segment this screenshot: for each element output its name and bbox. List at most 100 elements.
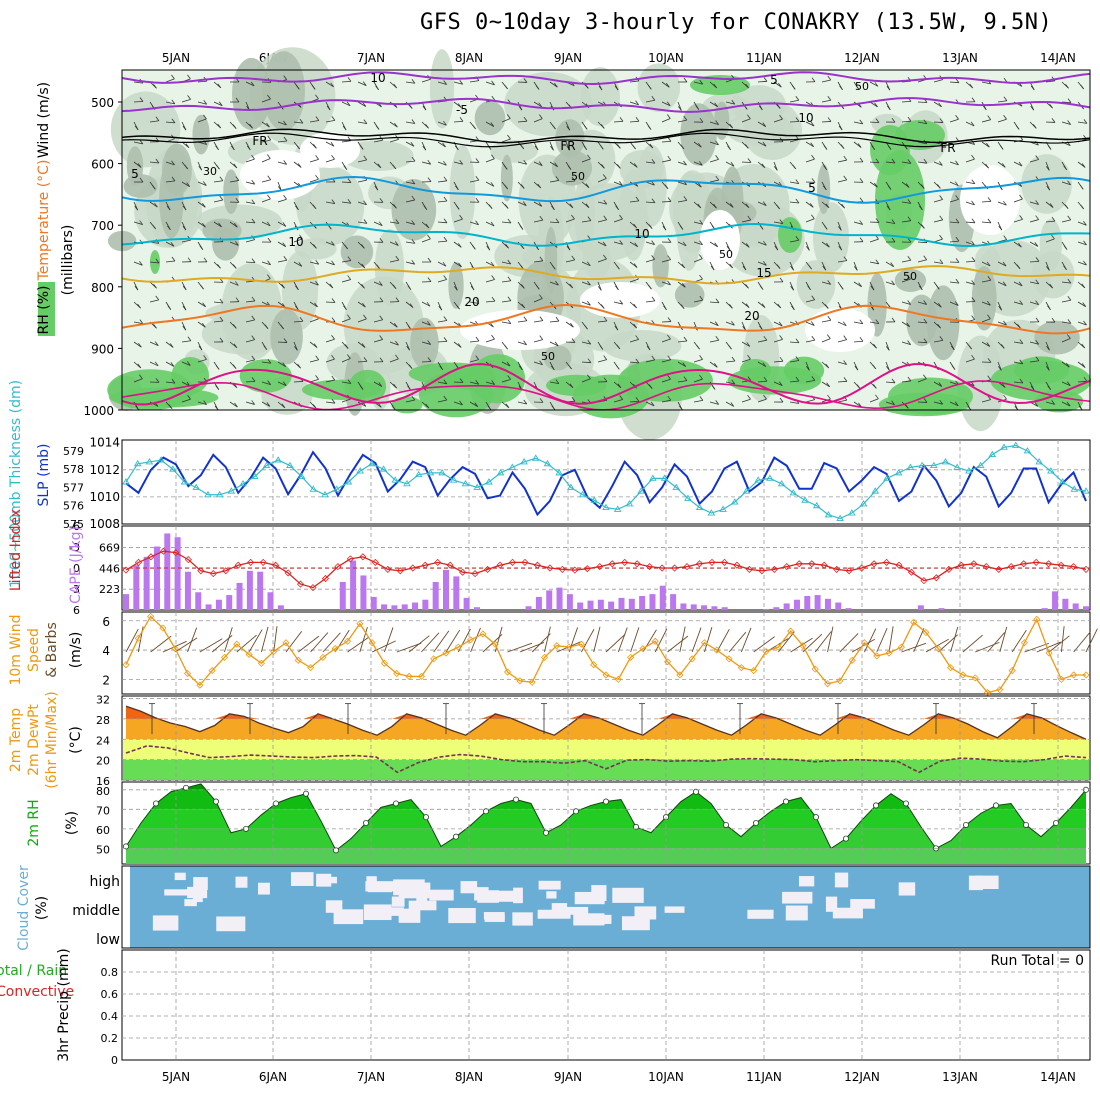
wind-barb bbox=[806, 366, 810, 371]
wind-barb bbox=[757, 121, 766, 127]
slp-tick-label: 1012 bbox=[89, 463, 120, 477]
precip-label-3: 3hr Precip (mm) bbox=[56, 948, 72, 1061]
wind-barb bbox=[165, 180, 175, 183]
wind-barb bbox=[837, 339, 847, 343]
li-axis-label: Lifted Index bbox=[8, 509, 24, 591]
wind-barb bbox=[554, 341, 559, 347]
wind-barb bbox=[341, 358, 351, 363]
wind-barb bbox=[171, 99, 176, 105]
rh2m-marker bbox=[422, 814, 429, 821]
wind-barb bbox=[197, 301, 206, 308]
wind-barb bbox=[507, 276, 512, 281]
wind-barb bbox=[315, 259, 320, 265]
wind-barb bbox=[331, 354, 335, 360]
wind-speed-marker bbox=[676, 671, 684, 679]
wind-barb bbox=[411, 195, 416, 201]
li-marker bbox=[533, 561, 541, 569]
li-marker bbox=[172, 549, 180, 557]
wind-barb bbox=[501, 221, 511, 224]
wind-barb bbox=[757, 201, 767, 206]
wind-barb bbox=[266, 402, 271, 407]
wind-barb bbox=[261, 261, 271, 266]
wind-barb bbox=[251, 335, 255, 340]
thickness-marker bbox=[485, 478, 493, 485]
cape-bar bbox=[443, 569, 449, 610]
wind-barb bbox=[171, 74, 175, 80]
wind-barb bbox=[885, 281, 895, 286]
wind-barb bbox=[182, 125, 187, 131]
cape-bar bbox=[267, 592, 274, 610]
wind-barb bbox=[1063, 265, 1067, 271]
thickness-marker bbox=[321, 490, 329, 498]
wind-speed-marker bbox=[959, 671, 967, 679]
rh-shade-dark bbox=[340, 235, 374, 269]
wind-barb bbox=[313, 244, 317, 249]
wind-barb bbox=[203, 100, 208, 105]
wind-barb bbox=[341, 140, 351, 143]
wind-barb bbox=[437, 240, 447, 243]
wind-barb bbox=[341, 260, 351, 263]
thickness-marker bbox=[239, 479, 247, 487]
rh2m-marker bbox=[873, 802, 880, 809]
wind-barb bbox=[137, 363, 142, 369]
wind-barb bbox=[171, 118, 176, 124]
wind-barb bbox=[1013, 161, 1023, 167]
rh-axis-label: RH (%) bbox=[36, 286, 52, 335]
cape-bar bbox=[649, 594, 656, 610]
wind-barb bbox=[277, 221, 287, 227]
wind-speed-marker bbox=[405, 672, 413, 680]
wind-barb bbox=[423, 205, 428, 210]
thickness-marker bbox=[145, 458, 154, 465]
wind-barb-10m bbox=[704, 626, 713, 653]
wind-barb bbox=[458, 262, 462, 268]
wind-barb bbox=[667, 280, 671, 286]
wind-barb bbox=[299, 317, 304, 322]
rh2m-tick-label: 80 bbox=[96, 785, 110, 798]
rh-moist bbox=[239, 359, 292, 393]
wind-barb-10m bbox=[740, 627, 752, 653]
wind-barb bbox=[411, 395, 416, 401]
wind-barb bbox=[315, 155, 319, 160]
precip-tick-label: 0.6 bbox=[101, 988, 119, 1001]
wind-barb bbox=[901, 341, 911, 346]
wind-barb bbox=[379, 198, 384, 203]
wind-barb bbox=[747, 394, 751, 400]
li-marker bbox=[932, 574, 940, 582]
wind-barb-10m bbox=[913, 627, 925, 653]
wind-barb bbox=[245, 239, 255, 243]
wind-barb bbox=[569, 383, 574, 388]
wind-barb bbox=[1066, 401, 1071, 407]
wind-barb bbox=[859, 336, 864, 342]
wind-barb bbox=[629, 200, 639, 203]
thickness-marker bbox=[520, 458, 528, 465]
wind-barb bbox=[379, 297, 384, 302]
wind-barb bbox=[437, 399, 447, 403]
wind-barb bbox=[453, 81, 463, 85]
wind-speed-marker bbox=[220, 653, 229, 661]
wind-barb bbox=[232, 364, 237, 369]
wind-barb bbox=[569, 203, 574, 209]
rh2m-marker bbox=[482, 808, 489, 815]
wind-barb bbox=[393, 204, 397, 209]
wind-barb bbox=[1078, 405, 1083, 411]
wind-barb bbox=[907, 237, 912, 243]
rh-dry-patch bbox=[805, 308, 875, 352]
wind-barb bbox=[763, 77, 768, 82]
li-marker bbox=[359, 553, 367, 561]
wind-barb bbox=[601, 164, 605, 169]
wind-barb bbox=[1080, 84, 1085, 90]
wind-barb bbox=[776, 204, 780, 210]
wind-barb bbox=[682, 241, 687, 247]
cloud-patch bbox=[333, 909, 364, 925]
rh2m-marker bbox=[543, 829, 550, 836]
wind-barb bbox=[873, 343, 877, 349]
wind-barb bbox=[245, 300, 255, 303]
wind-barb bbox=[937, 184, 941, 189]
cape-bar bbox=[1041, 608, 1048, 610]
wind-barb bbox=[725, 161, 735, 167]
wind-barb bbox=[1061, 401, 1071, 407]
wind-barb bbox=[213, 221, 222, 228]
wind-barb bbox=[346, 354, 351, 359]
wind-barb bbox=[251, 296, 256, 302]
wind-barb bbox=[699, 79, 704, 85]
